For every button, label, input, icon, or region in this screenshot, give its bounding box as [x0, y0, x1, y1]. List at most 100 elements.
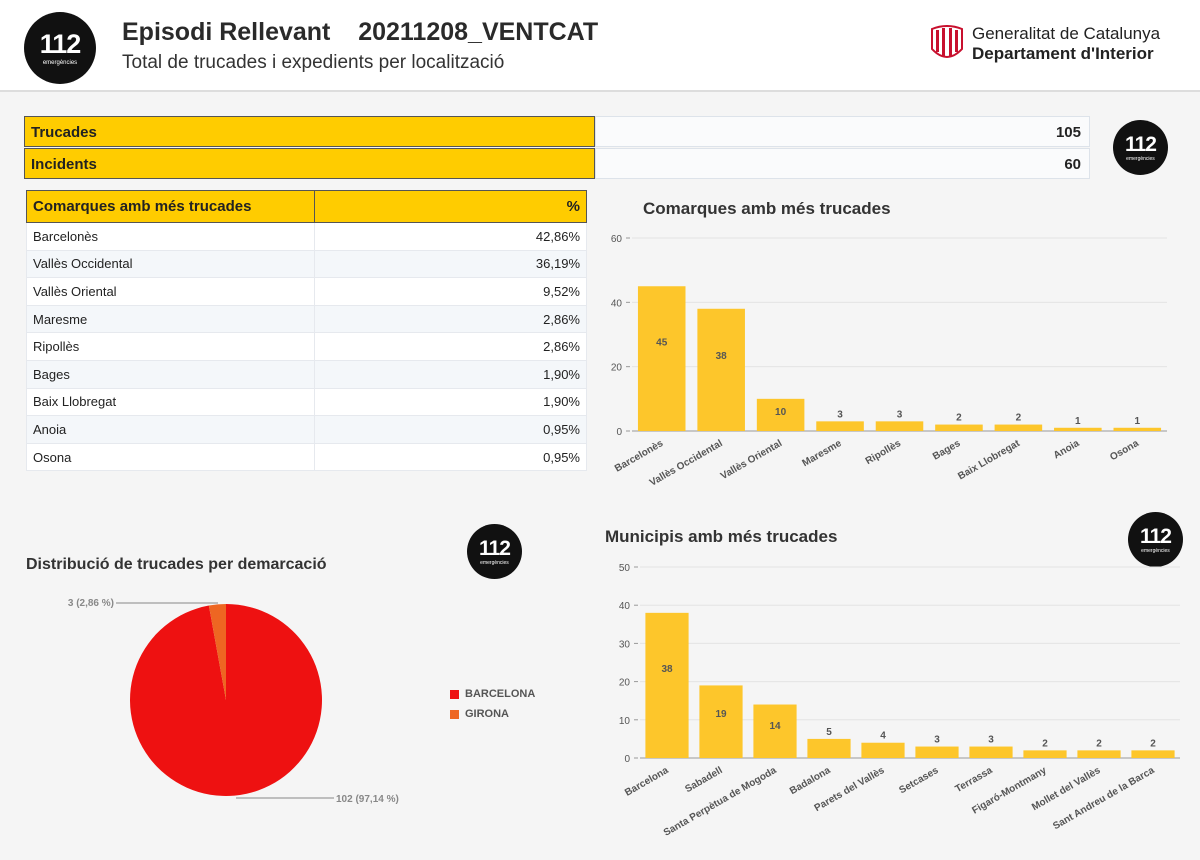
- kpi-row-incidents: Incidents 60: [24, 148, 1090, 179]
- bar: [637, 286, 686, 431]
- bar: [935, 424, 983, 431]
- legend-label: BARCELONA: [465, 688, 536, 700]
- logo-112-icon: 112 emergències: [1128, 512, 1183, 567]
- table-row: Bages 1,90%: [26, 359, 587, 389]
- bar: [994, 424, 1043, 431]
- bar: [753, 704, 797, 758]
- kpi-label: Trucades: [24, 116, 595, 147]
- bar: [875, 421, 924, 431]
- comarca-pct: 36,19%: [314, 249, 587, 279]
- y-tick-label: 0: [624, 754, 630, 765]
- pie-legend: BARCELONA GIRONA: [450, 684, 535, 724]
- table-row: Anoia 0,95%: [26, 415, 587, 444]
- x-tick-label: Barcelona: [623, 765, 671, 799]
- y-tick-label: 10: [619, 716, 631, 727]
- legend-item-barcelona: BARCELONA: [450, 684, 535, 704]
- bar: [697, 308, 745, 431]
- comarca-pct: 1,90%: [314, 359, 587, 389]
- comarca-name: Bages: [26, 359, 315, 389]
- data-label: 2: [1150, 738, 1156, 749]
- table-row: Vallès Occidental 36,19%: [26, 249, 587, 279]
- table-row: Osona 0,95%: [26, 442, 587, 472]
- x-tick-label: Sant Andreu de la Barca: [1051, 765, 1157, 832]
- bar: [645, 612, 689, 758]
- data-label: 19: [715, 709, 727, 720]
- data-label: 4: [880, 731, 886, 742]
- data-label: 2: [1096, 738, 1102, 749]
- x-tick-label: Sabadell: [683, 765, 724, 795]
- episode-code: 20211208_VENTCAT: [358, 18, 599, 46]
- legend-item-girona: GIRONA: [450, 704, 535, 724]
- data-label: 2: [956, 413, 962, 424]
- gencat-logo: Generalitat de Catalunya Departament d'I…: [930, 24, 1160, 64]
- senyera-icon: [931, 25, 963, 58]
- bar: [915, 746, 959, 758]
- bar: [1113, 427, 1162, 431]
- bar: [1131, 750, 1175, 758]
- comarca-pct: 2,86%: [314, 304, 587, 334]
- data-label: 38: [661, 664, 673, 675]
- data-label: 3: [934, 735, 940, 746]
- comarca-pct: 1,90%: [314, 387, 587, 417]
- data-label: 3: [988, 735, 994, 746]
- pie-slice-girona: [208, 604, 226, 700]
- bar: [699, 685, 743, 758]
- y-tick-label: 60: [611, 234, 623, 245]
- comarca-name: Vallès Occidental: [26, 249, 315, 279]
- x-tick-label: Maresme: [801, 438, 844, 469]
- pie-chart-demarcacio: 102 (97,14 %) 3 (2,86 %): [68, 598, 399, 805]
- comarca-name: Baix Llobregat: [26, 387, 315, 417]
- chart-title-municipis: Municipis amb més trucades: [605, 527, 838, 546]
- data-label: 1: [1075, 416, 1081, 427]
- legend-swatch: [450, 689, 459, 699]
- bar-chart-municipis: 0102030405038Barcelona19Sabadell14Santa …: [619, 563, 1180, 839]
- bar: [1077, 750, 1121, 758]
- logo-112-icon: 112 emergències: [467, 524, 522, 579]
- department-name: Departament d'Interior: [972, 44, 1154, 63]
- legend-swatch: [450, 709, 459, 719]
- bar: [807, 738, 851, 758]
- pie-data-label: 3 (2,86 %): [68, 598, 114, 609]
- x-tick-label: Ripollès: [864, 438, 904, 467]
- org-name: Generalitat de Catalunya: [972, 24, 1161, 43]
- data-label: 1: [1134, 416, 1140, 427]
- comarca-name: Anoia: [26, 415, 315, 444]
- data-label: 3: [837, 409, 843, 420]
- legend-label: GIRONA: [465, 708, 509, 720]
- table-row: Ripollès 2,86%: [26, 332, 587, 361]
- logo-112-icon: 112 emergències: [24, 12, 96, 84]
- comarca-pct: 0,95%: [314, 442, 587, 472]
- data-label: 3: [897, 409, 903, 420]
- column-header-name: Comarques amb més trucades: [26, 190, 315, 223]
- y-tick-label: 20: [611, 363, 623, 374]
- x-tick-label: Badalona: [788, 765, 833, 797]
- comarca-name: Vallès Oriental: [26, 277, 315, 306]
- data-label: 2: [1042, 738, 1048, 749]
- x-tick-label: Setcases: [897, 765, 940, 796]
- y-tick-label: 0: [616, 427, 622, 438]
- table-row: Baix Llobregat 1,90%: [26, 387, 587, 417]
- x-tick-label: Baix Llobregat: [956, 438, 1022, 483]
- comarques-table: Comarques amb més trucades % Barcelonès 4…: [26, 190, 587, 472]
- data-label: 5: [826, 727, 832, 738]
- x-tick-label: Bages: [931, 438, 963, 463]
- kpi-value: 105: [595, 116, 1090, 147]
- data-label: 10: [775, 407, 787, 418]
- comarca-pct: 2,86%: [314, 332, 587, 361]
- pie-data-label: 102 (97,14 %): [336, 794, 399, 805]
- report-header: 112 emergències Episodi Rellevant 202112…: [0, 0, 1200, 92]
- comarca-pct: 9,52%: [314, 277, 587, 306]
- page-title: Episodi Rellevant 20211208_VENTCAT: [122, 18, 598, 47]
- bar: [861, 742, 905, 758]
- y-tick-label: 50: [619, 563, 631, 574]
- comarca-pct: 42,86%: [314, 222, 587, 251]
- bar: [756, 398, 805, 431]
- y-tick-label: 40: [619, 601, 631, 612]
- data-label: 45: [656, 337, 668, 348]
- bar: [1054, 427, 1102, 431]
- x-tick-label: Terrassa: [954, 765, 995, 795]
- bar: [969, 746, 1013, 758]
- bar: [816, 421, 864, 431]
- table-header-row: Comarques amb més trucades %: [26, 190, 587, 223]
